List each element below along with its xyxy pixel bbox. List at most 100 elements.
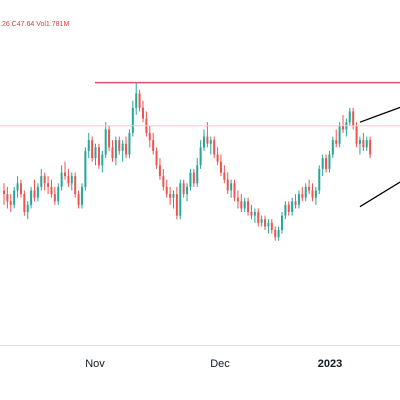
candle-body	[141, 107, 144, 119]
tick-label-nov: Nov	[85, 358, 105, 370]
candle	[311, 183, 314, 202]
candle-body	[250, 212, 253, 216]
candle	[33, 179, 36, 202]
candle-body	[111, 147, 114, 159]
candle-body	[165, 186, 168, 195]
candle	[64, 161, 67, 180]
candle-body	[277, 230, 280, 238]
candle	[345, 118, 348, 137]
candle	[53, 186, 56, 205]
candle	[277, 226, 280, 241]
candle	[219, 154, 222, 177]
candle-body	[40, 176, 43, 187]
candle-body	[121, 143, 124, 151]
candle	[243, 197, 246, 213]
candle	[321, 154, 324, 177]
candle-body	[260, 219, 263, 223]
candle	[80, 183, 83, 209]
candle	[369, 136, 372, 159]
candle	[189, 168, 192, 191]
candle-body	[253, 212, 256, 216]
candle	[301, 186, 304, 202]
candle	[104, 122, 107, 159]
candle	[162, 168, 165, 191]
candle	[87, 132, 90, 159]
candle-body	[247, 201, 250, 213]
candle-body	[365, 140, 368, 148]
candle	[267, 219, 270, 234]
candle-body	[335, 140, 338, 144]
candle	[182, 179, 185, 198]
candle	[57, 183, 60, 205]
candle	[97, 143, 100, 169]
candle	[203, 129, 206, 151]
candle-body	[196, 165, 199, 184]
trendline-lower-channel[interactable]	[359, 180, 400, 208]
candle-body	[94, 147, 97, 159]
candle-body	[358, 140, 361, 144]
candle-body	[304, 186, 307, 198]
candle	[294, 194, 297, 209]
candle	[165, 179, 168, 198]
candle	[155, 147, 158, 169]
candle	[145, 111, 148, 137]
candle-body	[30, 190, 33, 205]
legend-values: .26 C47.64 Vol1.781M	[0, 21, 70, 28]
candle-body	[80, 186, 83, 205]
candle	[172, 190, 175, 209]
candle	[280, 212, 283, 234]
candle-body	[74, 176, 77, 195]
candle-body	[169, 194, 172, 198]
candle	[192, 168, 195, 187]
candle	[226, 172, 229, 195]
candle-body	[162, 176, 165, 187]
candle	[216, 147, 219, 166]
candle	[148, 125, 151, 148]
candle	[135, 82, 138, 115]
candle-body	[240, 201, 243, 209]
candle-body	[175, 194, 178, 216]
candle	[342, 115, 344, 133]
candle	[253, 208, 256, 223]
candle	[16, 176, 19, 198]
candle-body	[233, 183, 236, 198]
candle	[250, 204, 253, 220]
candle	[179, 179, 182, 220]
candle	[362, 132, 365, 151]
candle-body	[97, 147, 100, 166]
candle	[264, 215, 267, 230]
candle-body	[203, 136, 206, 148]
candle	[101, 150, 104, 173]
candle	[152, 132, 155, 155]
candle-body	[158, 165, 161, 177]
candle-body	[91, 140, 94, 159]
candle	[196, 158, 199, 187]
candle-body	[297, 194, 300, 205]
candle-body	[270, 222, 273, 230]
candle	[13, 186, 16, 209]
candle-body	[213, 140, 216, 155]
candle-body	[325, 158, 328, 169]
candle	[338, 122, 341, 148]
candle	[141, 100, 144, 123]
trendline-upper-channel[interactable]	[359, 106, 400, 123]
candle	[304, 183, 307, 202]
candle-body	[57, 186, 60, 202]
candle	[47, 176, 50, 195]
candle	[36, 183, 39, 202]
candle	[240, 194, 243, 213]
time-axis[interactable]: Nov Dec 2023	[0, 345, 400, 386]
candle-body	[321, 158, 324, 169]
candle	[131, 100, 134, 137]
candle-body	[328, 154, 331, 169]
candle	[60, 165, 63, 191]
candle	[43, 172, 46, 191]
candle	[26, 201, 29, 220]
candle-body	[352, 111, 355, 126]
candle-body	[182, 183, 185, 195]
candle	[50, 179, 53, 198]
candle-body	[264, 219, 267, 227]
candle	[284, 201, 287, 220]
trendlines-layer[interactable]	[359, 106, 400, 208]
